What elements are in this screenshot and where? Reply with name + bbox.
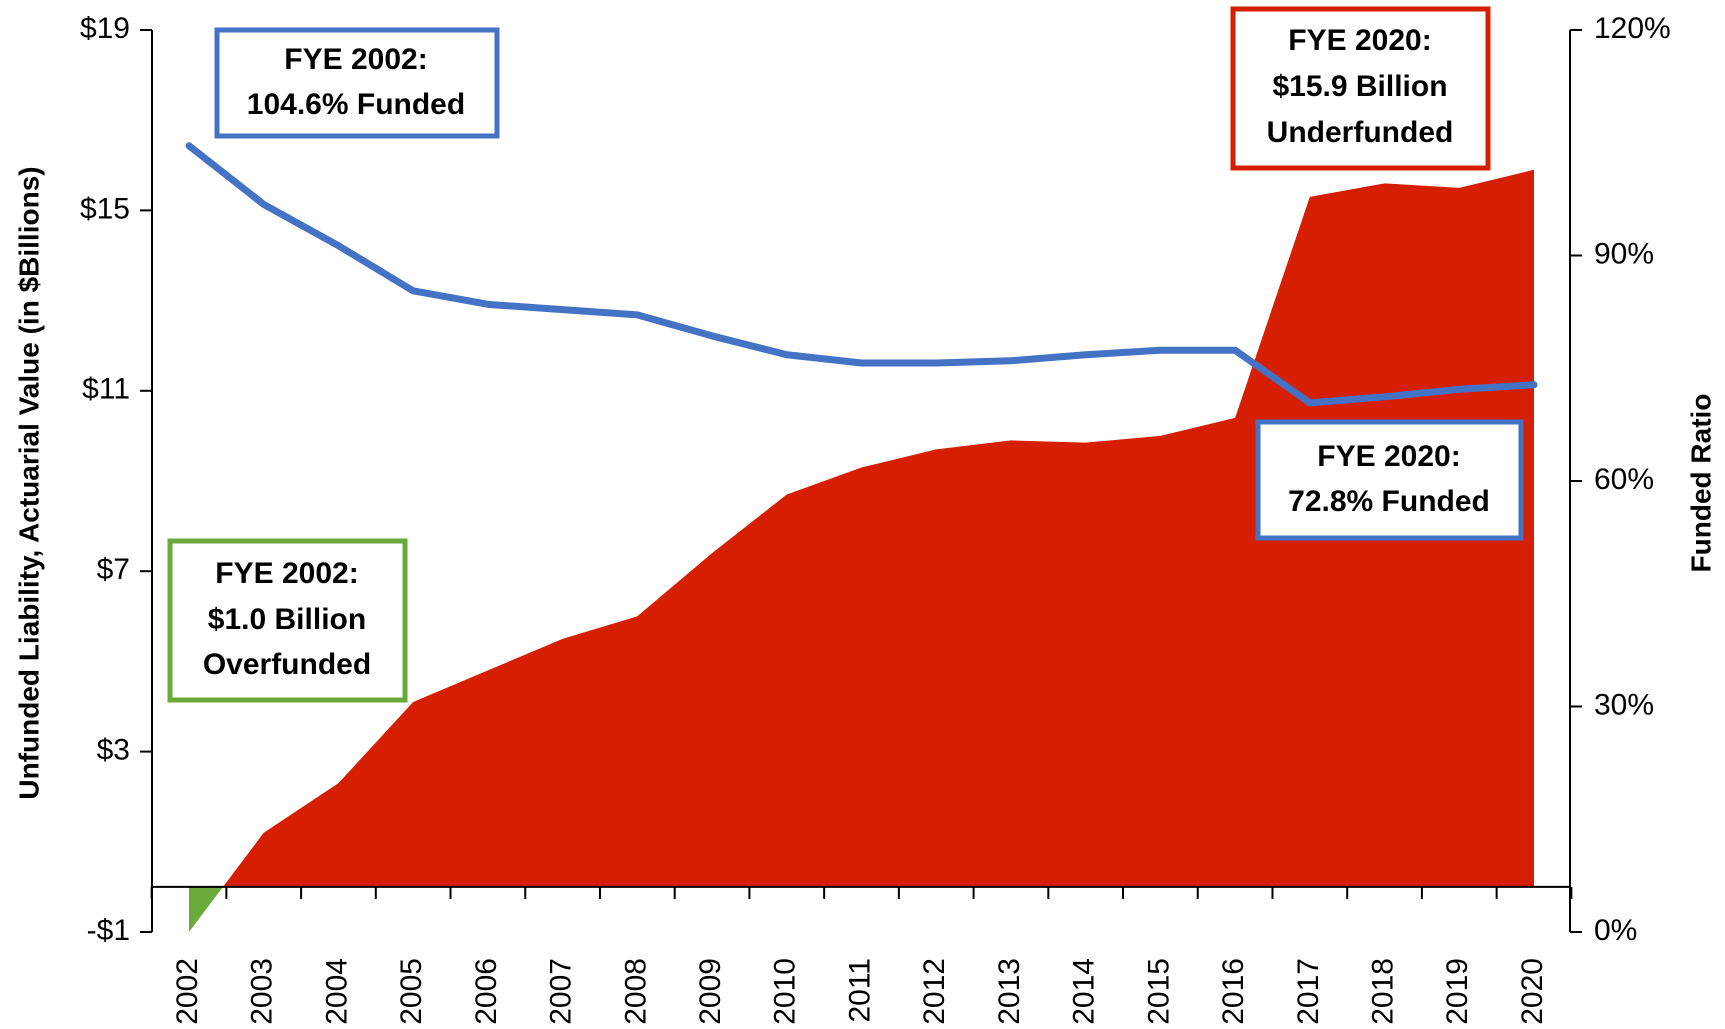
y-tick-label: $3 [97,734,130,767]
x-tick-label: 2020 [1516,958,1549,1025]
annotation-text: FYE 2002: [284,43,427,76]
x-tick-label: 2017 [1292,958,1325,1025]
annotation-text: $1.0 Billion [208,603,366,636]
y2-tick-label: 60% [1594,463,1654,496]
annotation-box [167,538,408,703]
y2-tick-label: 90% [1594,237,1654,270]
x-tick-label: 2016 [1217,958,1250,1025]
area-negative [189,886,223,932]
annotation-text: FYE 2020: [1288,24,1431,57]
x-tick-label: 2007 [545,958,578,1025]
x-tick-label: 2018 [1366,958,1399,1025]
y-tick-label: $19 [80,12,130,45]
y-tick-label: -$1 [87,914,130,947]
annotation-text: 104.6% Funded [247,88,465,121]
y-tick-label: $11 [82,373,130,406]
x-tick-label: 2009 [694,958,727,1025]
x-tick-label: 2004 [320,958,353,1025]
annotation-text: FYE 2020: [1317,440,1460,473]
annotation-text: Underfunded [1267,116,1454,149]
x-tick-label: 2014 [1068,958,1101,1025]
x-tick-label: 2003 [246,958,279,1025]
x-tick-label: 2011 [843,958,876,1023]
y-tick-label: $15 [80,192,130,225]
y2-axis-label: Funded Ratio [1685,394,1716,573]
annotation-box [1230,6,1491,171]
x-tick-label: 2005 [395,958,428,1025]
x-tick-label: 2012 [918,958,951,1025]
annotation-text: FYE 2002: [215,557,358,590]
annotation-text: Overfunded [203,648,371,681]
y-axis-label: Unfunded Liability, Actuarial Value (in … [13,166,44,799]
y2-tick-label: 30% [1594,688,1654,721]
x-tick-label: 2010 [769,958,802,1025]
y-tick-label: $7 [97,553,130,586]
area-positive [189,169,1534,887]
x-tick-label: 2006 [470,958,503,1025]
x-tick-label: 2002 [171,958,204,1025]
annotation-text: 72.8% Funded [1288,485,1490,518]
funded-ratio-line [185,142,1538,407]
x-tick-label: 2008 [619,958,652,1025]
x-tick-label: 2019 [1441,958,1474,1025]
annotation-box [1255,419,1524,541]
annotation-text: $15.9 Billion [1272,70,1447,103]
y2-tick-label: 120% [1594,12,1671,45]
x-tick-label: 2013 [993,958,1026,1025]
annotation-box [214,27,500,139]
y2-tick-label: 0% [1594,914,1637,947]
x-tick-label: 2015 [1142,958,1175,1025]
